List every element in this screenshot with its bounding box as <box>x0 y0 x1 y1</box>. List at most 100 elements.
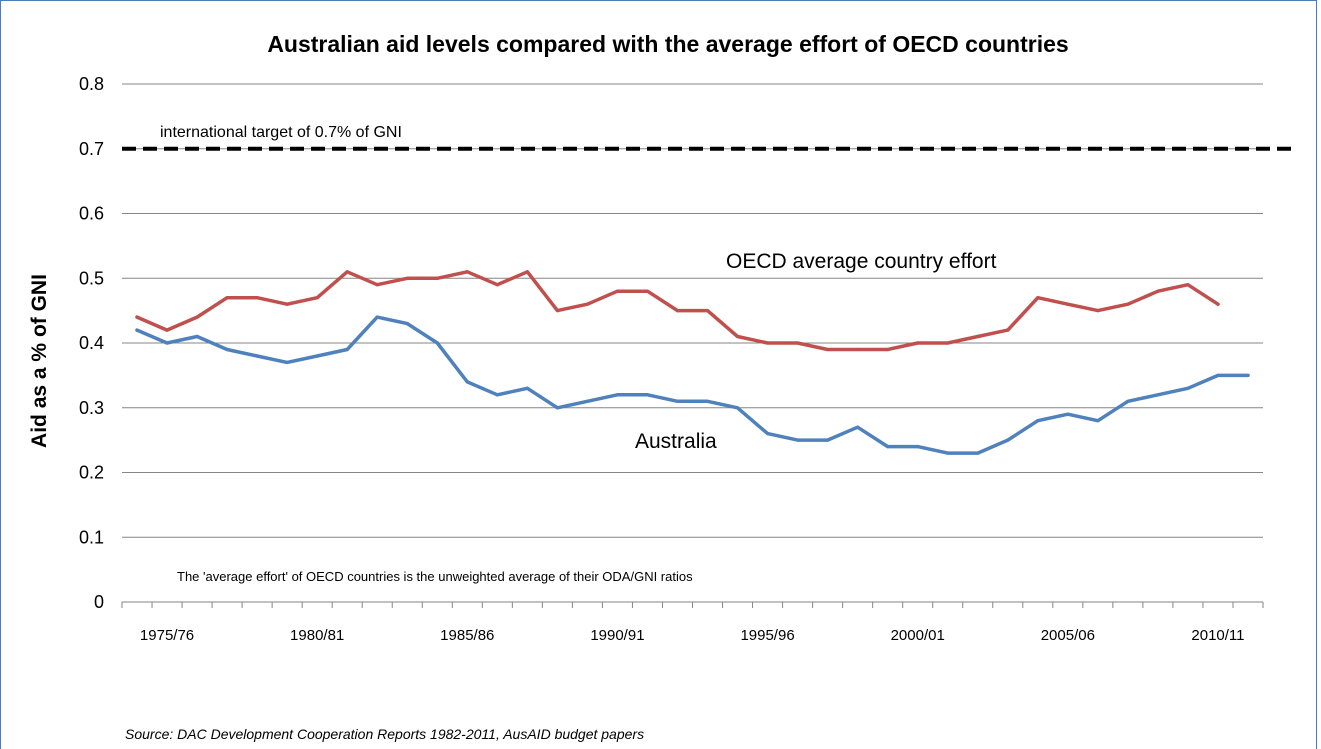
data-point <box>796 438 800 442</box>
data-point <box>1006 328 1010 332</box>
data-point <box>1186 283 1190 287</box>
y-tick-label: 0 <box>94 592 104 612</box>
chart-title: Australian aid levels compared with the … <box>267 31 1068 57</box>
series-lines <box>135 270 1250 455</box>
data-point <box>946 341 950 345</box>
x-tick-label: 1990/91 <box>590 627 644 644</box>
x-tick-label: 2000/01 <box>891 627 945 644</box>
data-point <box>345 347 349 352</box>
series-line-australia <box>135 315 1250 455</box>
data-point <box>555 406 560 410</box>
data-point <box>1186 386 1190 390</box>
data-point <box>315 354 319 358</box>
data-point <box>976 334 980 339</box>
data-point <box>1036 296 1040 300</box>
x-tick-label: 2010/11 <box>1191 627 1244 644</box>
data-point <box>735 334 740 339</box>
target-line-label: international target of 0.7% of GNI <box>160 124 402 141</box>
data-point <box>615 393 620 397</box>
data-point <box>525 386 530 390</box>
data-point <box>315 296 319 300</box>
data-point <box>1156 393 1160 397</box>
x-axis: 1975/76 1980/81 1985/86 1990/91 1995/96 2000/… <box>121 601 1264 644</box>
data-point <box>1096 309 1100 313</box>
data-point <box>645 289 650 293</box>
y-tick-label: 0.6 <box>79 204 104 224</box>
source-note: Source: DAC Development Cooperation Repo… <box>125 726 644 742</box>
data-point <box>645 393 650 397</box>
data-point <box>1006 438 1010 442</box>
data-point <box>225 296 229 300</box>
data-point <box>435 341 439 345</box>
data-point <box>856 425 860 429</box>
data-point <box>1126 399 1130 403</box>
data-point <box>766 432 770 436</box>
data-point <box>1066 302 1070 306</box>
data-point <box>826 347 830 352</box>
y-axis-label: Aid as a % of GNI <box>28 274 51 448</box>
data-point <box>225 347 229 352</box>
series-label-australia: Australia <box>635 430 717 453</box>
data-point <box>735 406 740 410</box>
data-point <box>405 276 409 280</box>
y-tick-label: 0.5 <box>79 268 104 288</box>
chart-note: The 'average effort' of OECD countries i… <box>177 569 693 584</box>
data-point <box>916 341 920 345</box>
data-point <box>1216 373 1220 377</box>
data-point <box>495 393 499 397</box>
data-point <box>465 270 469 274</box>
data-point <box>585 399 590 403</box>
data-point <box>766 341 770 345</box>
data-point <box>1156 289 1160 293</box>
data-point <box>135 315 139 319</box>
data-point <box>856 347 860 352</box>
data-point <box>495 283 499 287</box>
data-point <box>435 276 439 280</box>
data-point <box>675 309 680 313</box>
data-point <box>1216 302 1220 306</box>
data-point <box>705 309 710 313</box>
data-point <box>525 270 530 274</box>
data-point <box>946 451 950 455</box>
y-tick-labels: 0 0.1 0.2 0.3 0.4 0.5 0.6 0.7 0.8 <box>79 74 104 612</box>
data-point <box>1126 302 1130 306</box>
y-tick-label: 0.1 <box>79 527 104 547</box>
data-point <box>555 309 560 313</box>
data-point <box>796 341 800 345</box>
data-point <box>255 296 259 300</box>
series-label-oecd: OECD average country effort <box>726 250 997 273</box>
data-point <box>195 334 199 339</box>
data-point <box>195 315 199 319</box>
data-point <box>1246 373 1250 377</box>
data-point <box>285 302 289 306</box>
data-point <box>375 315 379 319</box>
y-tick-label: 0.7 <box>79 139 104 159</box>
x-tick-label: 1985/86 <box>440 627 494 644</box>
data-point <box>375 283 379 287</box>
data-point <box>1036 419 1040 423</box>
y-tick-label: 0.3 <box>79 398 104 418</box>
data-point <box>886 347 890 352</box>
data-point <box>916 445 920 449</box>
data-point <box>255 354 259 358</box>
data-point <box>615 289 620 293</box>
data-point <box>345 270 349 274</box>
data-point <box>886 445 890 449</box>
data-point <box>1096 419 1100 423</box>
data-point <box>465 380 469 384</box>
data-point <box>405 322 409 326</box>
data-point <box>165 341 169 345</box>
x-tick-label: 2005/06 <box>1041 627 1095 644</box>
data-point <box>675 399 680 403</box>
data-point <box>976 451 980 455</box>
y-tick-label: 0.2 <box>79 463 104 483</box>
data-point <box>826 438 830 442</box>
data-point <box>285 360 289 364</box>
data-point <box>705 399 710 403</box>
data-point <box>165 328 169 332</box>
y-tick-label: 0.4 <box>79 333 104 353</box>
x-tick-label: 1975/76 <box>140 627 194 644</box>
x-tick-label: 1980/81 <box>290 627 344 644</box>
